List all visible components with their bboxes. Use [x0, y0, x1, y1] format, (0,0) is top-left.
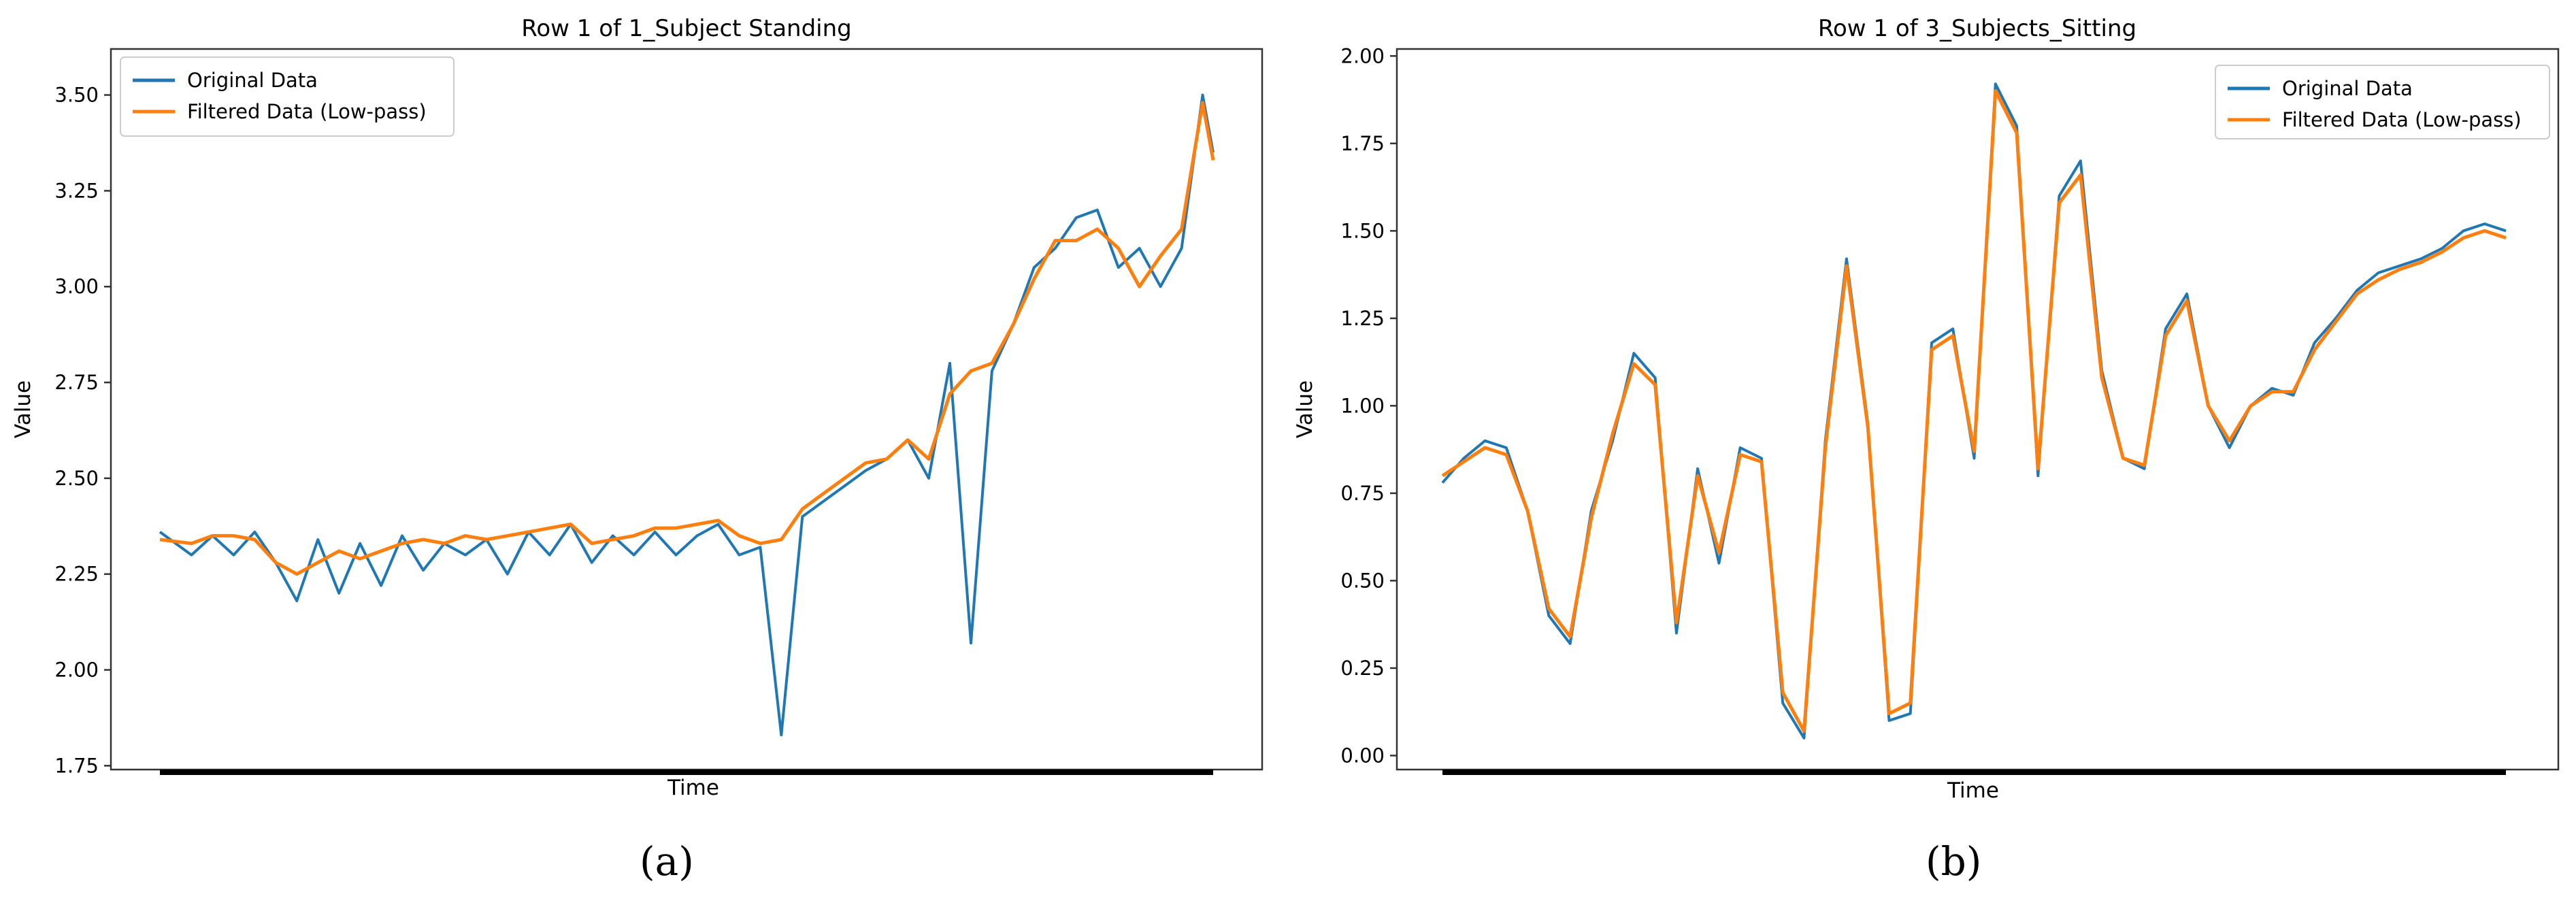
- original-data-line: [159, 93, 1215, 737]
- legend-label-original: Original Data: [187, 69, 318, 92]
- y-tick-label: 2.50: [54, 467, 99, 490]
- x-axis-label: Time: [667, 776, 719, 800]
- y-tick-label: 3.25: [54, 179, 99, 202]
- y-tick-label: 0.25: [1340, 657, 1385, 680]
- y-tick-label: 0.00: [1340, 744, 1385, 767]
- filtered-data-line: [1441, 89, 2507, 733]
- y-tick-label: 2.00: [54, 659, 99, 682]
- y-tick-label: 1.00: [1340, 394, 1385, 417]
- y-tick-label: 3.50: [54, 84, 99, 107]
- legend-box: [120, 56, 455, 137]
- figure-caption: (a): [640, 838, 694, 885]
- x-axis-label: Time: [1947, 778, 1999, 803]
- panel-b: 0.00 0.25 0.50 0.75 1.00 1.25 1.50 1.75 2.00 Row …: [1293, 15, 2560, 885]
- legend-label-original: Original Data: [2282, 77, 2413, 100]
- chart-title: Row 1 of 3_Subjects_Sitting: [1818, 15, 2136, 42]
- chart-title: Row 1 of 1_Subject Standing: [521, 15, 852, 42]
- y-axis-label: Value: [11, 380, 35, 438]
- y-tick-label: 1.75: [1340, 132, 1385, 155]
- legend-label-filtered: Filtered Data (Low-pass): [187, 100, 427, 123]
- legend-box: [2215, 65, 2550, 139]
- legend-label-filtered: Filtered Data (Low-pass): [2282, 108, 2522, 131]
- y-tick-label: 2.25: [54, 563, 99, 586]
- y-tick-label: 1.75: [54, 754, 99, 777]
- y-axis-label: Value: [1293, 380, 1317, 438]
- panel-a: 1.75 2.00 2.25 2.50 2.75 3.00 3.25 3.50 Row 1 of…: [11, 15, 1264, 885]
- y-tick-label: 2.00: [1340, 44, 1385, 67]
- figure-caption: (b): [1926, 838, 1981, 885]
- y-tick-label: 3.00: [54, 275, 99, 298]
- axes-frame: [110, 48, 1264, 771]
- y-tick-label: 0.75: [1340, 482, 1385, 505]
- original-data-line: [1441, 82, 2507, 740]
- y-tick-label: 1.50: [1340, 219, 1385, 242]
- filtered-data-line: [159, 101, 1215, 576]
- y-tick-label: 2.75: [54, 371, 99, 394]
- y-tick-label: 0.50: [1340, 569, 1385, 592]
- y-tick-label: 1.25: [1340, 307, 1385, 330]
